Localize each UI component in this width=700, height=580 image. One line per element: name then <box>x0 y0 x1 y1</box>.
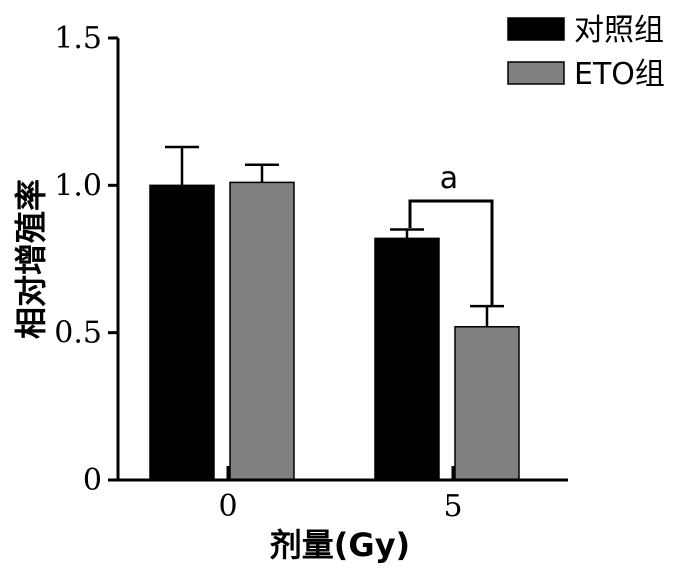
legend: 对照组 ETO组 <box>507 13 665 92</box>
legend-label-control: 对照组 <box>574 13 664 48</box>
x-tick-label: 0 <box>218 489 237 524</box>
y-tick-label: 1.5 <box>54 21 102 56</box>
x-axis-title: 剂量(Gy) <box>270 526 410 564</box>
bar-control-0 <box>149 184 215 481</box>
y-tick-label: 1.0 <box>54 168 102 203</box>
bar-eto-0 <box>229 181 295 481</box>
bar-control-5 <box>374 237 440 481</box>
significance-bracket <box>408 199 494 305</box>
y-tick-label: 0.5 <box>54 316 102 351</box>
annotation-layer: a <box>408 161 494 305</box>
legend-swatch-eto <box>507 61 565 85</box>
bar-eto-5 <box>454 326 520 481</box>
x-tick-label: 5 <box>443 489 462 524</box>
bars-layer <box>149 181 520 481</box>
legend-label-eto: ETO组 <box>574 57 665 92</box>
significance-label: a <box>440 161 458 196</box>
y-ticks-layer: 0 0.5 1.0 1.5 <box>54 21 118 498</box>
y-axis-title: 相对增殖率 <box>12 179 50 339</box>
y-tick-label: 0 <box>83 463 102 498</box>
axes-layer <box>116 38 568 482</box>
error-bars-layer <box>165 145 504 327</box>
legend-swatch-control <box>507 17 565 41</box>
